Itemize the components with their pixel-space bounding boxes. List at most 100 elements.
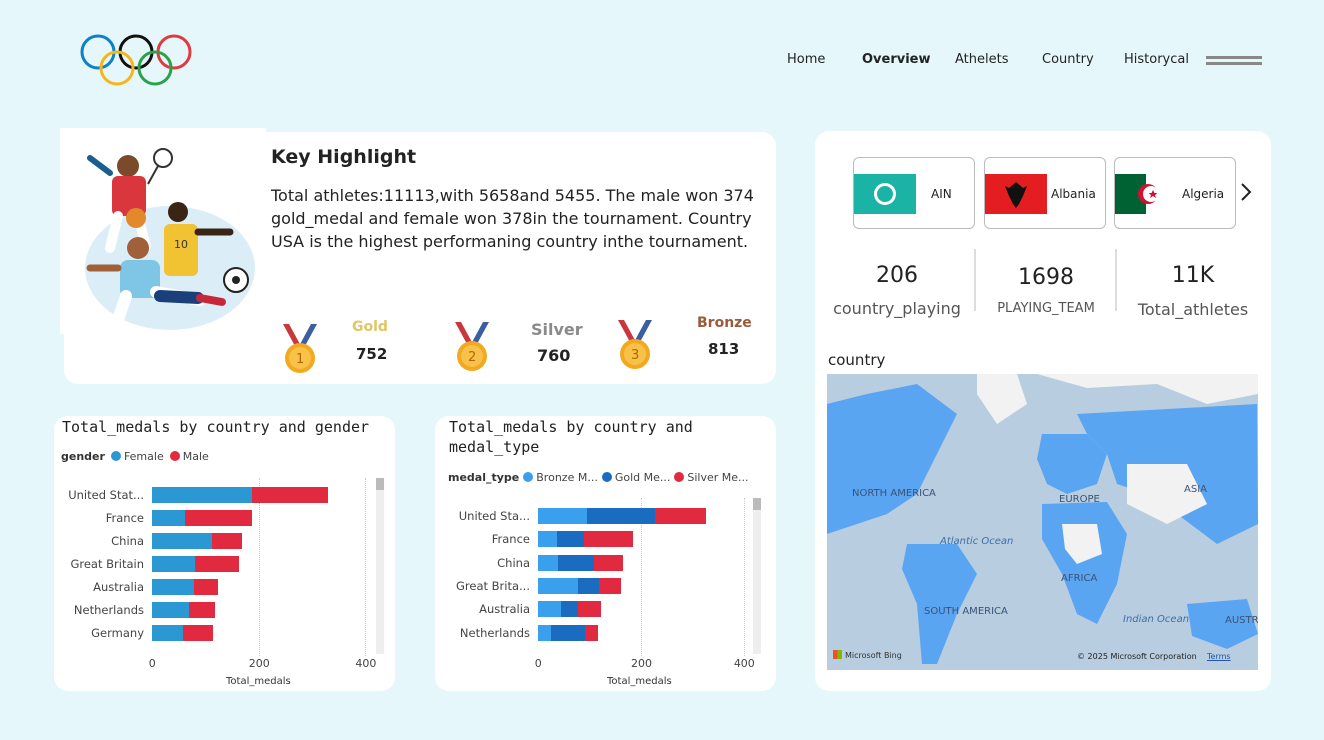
bar-gold-me[interactable] — [557, 554, 594, 571]
x-tick-label: 400 — [733, 657, 755, 670]
bar-silver-me[interactable] — [583, 531, 633, 548]
map-title: country — [828, 351, 886, 369]
key-highlight-text: Total athletes:11113,with 5658and 5455. … — [271, 186, 754, 251]
country-tile-ain[interactable]: AIN — [853, 157, 975, 229]
bar-female[interactable] — [152, 556, 196, 572]
nav-historycal[interactable]: Historycal — [1124, 52, 1189, 67]
chart-legend: medal_type Bronze M... Gold Me... Silver Me… — [448, 471, 749, 484]
chart-legend: gender Female Male — [61, 450, 209, 463]
country-overview-card: AIN Albania Algeria 206 country_playing … — [815, 131, 1271, 691]
bar-gold-me[interactable] — [550, 624, 586, 641]
x-tick-label: 0 — [534, 657, 542, 670]
chart-gender-card: Total_medals by country and gender gende… — [54, 416, 395, 691]
category-label: France — [491, 532, 530, 547]
albania-flag-icon — [985, 174, 1047, 214]
category-label: United Stat... — [68, 488, 144, 502]
bar-silver-me[interactable] — [654, 508, 707, 524]
bar-female[interactable] — [152, 533, 213, 549]
bar-silver-me[interactable] — [585, 624, 598, 641]
label-north-america: NORTH AMERICA — [852, 488, 936, 499]
athletes-illustration: 10 — [60, 128, 266, 334]
legend-gold: Gold Me... — [614, 471, 671, 484]
chart-scrollbar[interactable] — [376, 478, 384, 654]
bar-female[interactable] — [152, 625, 183, 641]
bar-silver-me[interactable] — [593, 554, 623, 571]
bar-bronze-m[interactable] — [538, 577, 579, 594]
label-indian-ocean: Indian Ocean — [1123, 614, 1190, 625]
kpi-country-playing-value: 206 — [876, 263, 918, 288]
country-tile-label: Albania — [1051, 187, 1096, 201]
label-atlantic-ocean: Atlantic Ocean — [940, 536, 1014, 547]
bar-male[interactable] — [185, 510, 253, 526]
kpi-divider — [1115, 249, 1117, 311]
legend-dot-silver — [674, 472, 685, 482]
bar-gold-me[interactable] — [578, 577, 599, 594]
bar-bronze-m[interactable] — [538, 601, 562, 618]
menu-icon[interactable] — [1204, 40, 1264, 74]
bar-bronze-m[interactable] — [538, 624, 551, 641]
legend-dot-female — [110, 451, 121, 461]
silver-medal-icon: 2 — [455, 321, 489, 371]
ain-flag-icon — [854, 174, 916, 214]
gridline — [365, 478, 367, 656]
map-terms-link[interactable]: Terms — [1207, 652, 1231, 661]
label-africa: AFRICA — [1061, 573, 1098, 584]
legend-dot-male — [169, 451, 180, 461]
nav-home[interactable]: Home — [787, 52, 826, 67]
bar-gold-me[interactable] — [586, 508, 655, 524]
kpi-divider — [974, 249, 976, 311]
bar-gold-me[interactable] — [561, 601, 578, 618]
bar-silver-me[interactable] — [577, 601, 601, 618]
legend-title: gender — [61, 450, 105, 463]
x-tick-label: 0 — [148, 657, 156, 670]
bar-gold-me[interactable] — [557, 531, 584, 548]
nav-athelets[interactable]: Athelets — [955, 52, 1009, 67]
bar-male[interactable] — [182, 625, 213, 641]
algeria-flag-icon — [1115, 174, 1177, 214]
country-tile-label: Algeria — [1182, 187, 1225, 201]
bar-male[interactable] — [193, 579, 218, 595]
country-tile-algeria[interactable]: Algeria — [1114, 157, 1236, 229]
nav-country[interactable]: Country — [1042, 52, 1094, 67]
medal-number-2: 2 — [468, 350, 476, 365]
chevron-right-icon[interactable] — [1239, 181, 1253, 203]
country-tile-albania[interactable]: Albania — [984, 157, 1106, 229]
world-map[interactable]: NORTH AMERICA EUROPE ASIA AFRICA SOUTH A… — [827, 374, 1258, 670]
bar-female[interactable] — [152, 602, 190, 618]
category-label: United Sta... — [458, 509, 530, 523]
bar-male[interactable] — [252, 487, 328, 503]
legend-dot-gold — [601, 472, 612, 482]
map-landmass — [827, 374, 1258, 664]
bar-female[interactable] — [152, 487, 253, 503]
bar-female[interactable] — [152, 579, 194, 595]
bar-male[interactable] — [195, 556, 239, 572]
bar-bronze-m[interactable] — [538, 531, 558, 548]
x-tick-label: 200 — [630, 657, 652, 670]
category-label: Great Britain — [70, 557, 144, 571]
legend-title: medal_type — [448, 471, 520, 484]
bar-bronze-m[interactable] — [538, 508, 587, 524]
category-label: Australia — [479, 602, 530, 617]
kpi-playing-team-value: 1698 — [1018, 265, 1074, 290]
bar-male[interactable] — [189, 602, 215, 618]
x-tick-label: 400 — [355, 657, 377, 670]
chart-medal-type-card: Total_medals by country and medal_type m… — [435, 416, 776, 691]
bar-bronze-m[interactable] — [538, 554, 558, 571]
chart-scrollbar[interactable] — [753, 498, 761, 654]
legend-dot-bronze — [523, 472, 534, 482]
category-label: China — [497, 555, 530, 570]
label-south-america: SOUTH AMERICA — [924, 606, 1008, 617]
category-label: Netherlands — [459, 625, 530, 640]
x-axis-title: Total_medals — [607, 676, 672, 687]
bronze-medal-icon: 3 — [618, 319, 652, 369]
key-highlight-card: 10 Key Highlight Total athletes:11113,wi… — [60, 128, 776, 384]
silver-value: 760 — [537, 346, 571, 365]
bar-male[interactable] — [212, 533, 243, 549]
category-label: France — [105, 511, 144, 525]
nav-overview[interactable]: Overview — [862, 52, 931, 67]
bar-female[interactable] — [152, 510, 186, 526]
bar-silver-me[interactable] — [598, 577, 621, 594]
category-label: Australia — [93, 580, 144, 594]
svg-text:10: 10 — [174, 238, 188, 251]
